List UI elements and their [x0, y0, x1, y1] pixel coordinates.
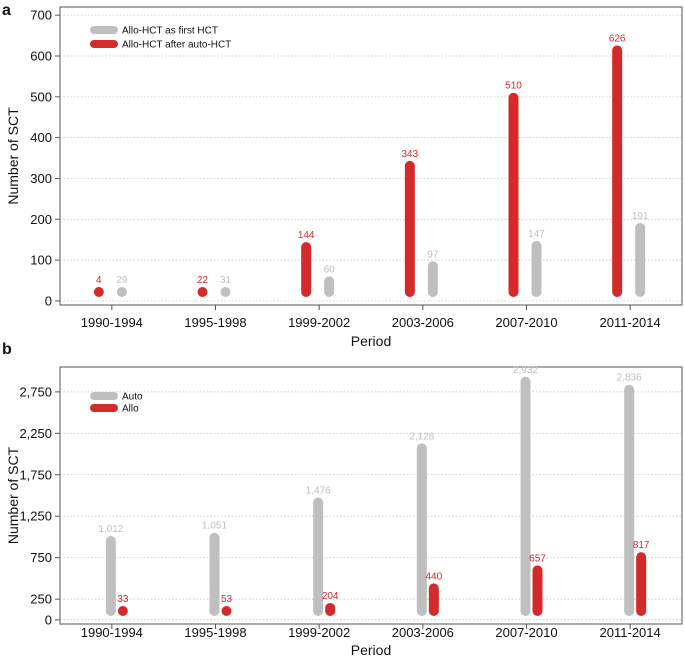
data-label: 33 — [117, 594, 129, 605]
x-tick-label: 2007-2010 — [495, 625, 557, 640]
bar-auto-2011-2014 — [624, 384, 635, 616]
data-label: 1,476 — [306, 485, 331, 496]
data-label: 4 — [96, 275, 102, 286]
data-label: 2,128 — [409, 431, 434, 442]
data-label: 147 — [528, 229, 545, 240]
bar-allo-hct-after-auto-hct-2011-2014 — [612, 45, 623, 297]
data-label: 817 — [633, 540, 650, 551]
plot-frame — [59, 6, 683, 306]
bar-allo-hct-as-first-hct-1999-2002 — [324, 276, 335, 297]
bar-allo-hct-as-first-hct-2007-2010 — [531, 240, 542, 297]
bar-auto-1999-2002 — [313, 497, 324, 616]
x-tick-label: 2011-2014 — [600, 315, 661, 330]
data-label: 31 — [220, 275, 232, 286]
bar-allo-1990-1994 — [117, 606, 128, 616]
bar-allo-hct-as-first-hct-2011-2014 — [635, 222, 646, 297]
y-tick-label: 0 — [45, 293, 52, 308]
y-tick-label: 200 — [30, 212, 52, 227]
bar-allo-2003-2006 — [428, 583, 439, 616]
data-label: 1,051 — [202, 521, 227, 532]
x-tick-label: 2007-2010 — [495, 315, 557, 330]
y-tick-label: 400 — [30, 130, 52, 145]
x-tick-label: 1990-1994 — [81, 625, 143, 640]
data-label: 60 — [324, 264, 336, 275]
bar-auto-1995-1998 — [209, 532, 220, 616]
x-tick-label: 1995-1998 — [184, 315, 246, 330]
y-tick-label: 250 — [30, 592, 52, 607]
y-tick-label: 500 — [30, 89, 52, 104]
bar-allo-hct-after-auto-hct-1990-1994 — [93, 287, 104, 297]
bar-allo-hct-after-auto-hct-1999-2002 — [301, 242, 312, 297]
bar-allo-1995-1998 — [221, 606, 232, 616]
y-axis-label: Number of SCT — [5, 107, 21, 205]
chart-panel-b: b 0 250 750 1,250 1,750 2,250 2,750 1990-1994 199… — [2, 341, 683, 658]
data-label: 657 — [529, 553, 546, 564]
data-label: 53 — [221, 594, 233, 605]
y-tick-label: 300 — [30, 171, 52, 186]
y-tick-label: 1,250 — [19, 509, 52, 524]
plot-frame — [59, 366, 683, 625]
data-label: 2,836 — [617, 373, 642, 384]
x-tick-label: 1990-1994 — [81, 315, 143, 330]
data-label: 626 — [609, 33, 626, 44]
legend-label: Allo-HCT after auto-HCT — [122, 40, 231, 51]
legend: Allo-HCT as first HCT Allo-HCT after auto… — [90, 26, 231, 51]
y-tick-label: 700 — [30, 8, 52, 23]
data-label: 343 — [401, 149, 418, 160]
bar-allo-hct-as-first-hct-2003-2006 — [427, 261, 438, 297]
bar-allo-2007-2010 — [532, 565, 543, 616]
x-tick-label: 2003-2006 — [392, 315, 454, 330]
y-axis-label: Number of SCT — [5, 446, 21, 544]
bar-allo-2011-2014 — [636, 552, 647, 616]
y-tick-label: 600 — [30, 48, 52, 63]
data-label: 510 — [505, 81, 522, 92]
bar-allo-hct-as-first-hct-1990-1994 — [116, 287, 127, 297]
data-label: 29 — [116, 275, 128, 286]
y-tick-label: 2,250 — [19, 426, 52, 441]
x-tick-label: 2003-2006 — [392, 625, 454, 640]
data-label: 2,932 — [513, 365, 538, 376]
panel-letter: b — [2, 341, 12, 358]
data-label: 191 — [632, 211, 649, 222]
legend-label: Allo — [122, 404, 139, 415]
bar-allo-hct-after-auto-hct-2007-2010 — [508, 92, 519, 297]
y-tick-label: 100 — [30, 253, 52, 268]
panel-letter: a — [2, 2, 11, 19]
bar-allo-1999-2002 — [325, 602, 336, 616]
legend-label: Auto — [122, 392, 143, 403]
chart-panel-a: a 0 100 200 300 400 500 600 700 1990-1994 1995-199… — [2, 2, 683, 349]
data-label: 144 — [298, 230, 315, 241]
bar-auto-2007-2010 — [520, 376, 531, 616]
bar-allo-hct-after-auto-hct-1995-1998 — [197, 287, 208, 297]
legend-label: Allo-HCT as first HCT — [122, 26, 218, 37]
x-tick-label: 2011-2014 — [600, 625, 661, 640]
data-label: 440 — [425, 571, 442, 582]
y-tick-label: 750 — [30, 550, 52, 565]
x-tick-label: 1999-2002 — [288, 625, 350, 640]
x-axis-label: Period — [351, 333, 391, 349]
data-label: 204 — [322, 591, 339, 602]
data-label: 1,012 — [98, 524, 123, 535]
y-tick-label: 0 — [45, 612, 52, 627]
bar-auto-2003-2006 — [416, 443, 427, 616]
y-tick-label: 1,750 — [19, 467, 52, 482]
data-label: 97 — [427, 249, 439, 260]
x-tick-label: 1999-2002 — [288, 315, 350, 330]
data-label: 22 — [197, 275, 209, 286]
y-tick-label: 2,750 — [19, 384, 52, 399]
bar-auto-1990-1994 — [105, 535, 116, 616]
bar-allo-hct-after-auto-hct-2003-2006 — [404, 160, 415, 297]
x-tick-label: 1995-1998 — [184, 625, 246, 640]
bar-allo-hct-as-first-hct-1995-1998 — [220, 287, 231, 297]
x-axis-label: Period — [351, 642, 391, 658]
